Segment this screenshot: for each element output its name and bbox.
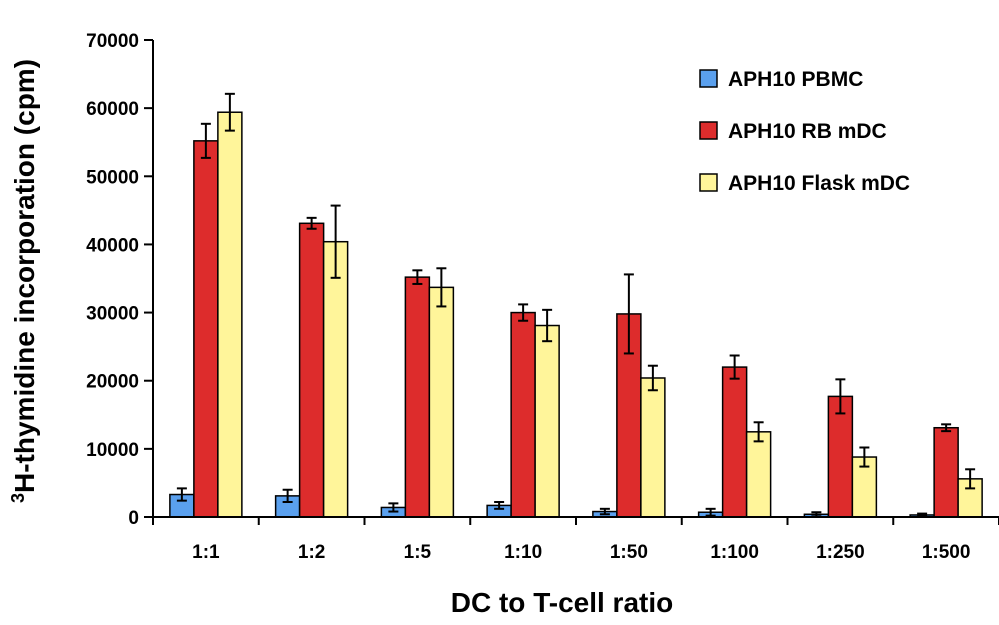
- bar: [534, 324, 560, 518]
- x-tick-label: 1:2: [298, 542, 325, 563]
- x-tick-label: 1:5: [404, 542, 432, 563]
- legend: APH10 PBMC APH10 RB mDC APH10 Flask mDC: [699, 68, 910, 195]
- y-axis-title-superscript: 3: [8, 493, 28, 503]
- bar: [721, 366, 748, 518]
- bar: [510, 311, 536, 518]
- bar: [322, 240, 349, 518]
- bar: [193, 140, 219, 518]
- x-axis-ticks: 1:1 1:2 1:5 1:10 1:50 1:100 1:250 1:500: [152, 517, 999, 563]
- legend-label: APH10 PBMC: [728, 68, 863, 91]
- x-tick-label: 1:100: [710, 542, 759, 563]
- y-tick-label: 70000: [86, 31, 139, 52]
- x-tick-label: 1:1: [192, 542, 220, 563]
- legend-label: APH10 RB mDC: [728, 120, 887, 143]
- legend-label: APH10 Flask mDC: [728, 172, 910, 195]
- x-tick-label: 1:500: [922, 542, 971, 563]
- y-axis-title: 3H-thymidine incorporation (cpm): [8, 59, 40, 503]
- y-tick-label: 40000: [86, 235, 139, 256]
- y-tick-label: 50000: [86, 167, 139, 188]
- y-axis-ticks: 0 10000 20000 30000 40000 50000 60000 70000: [86, 31, 153, 529]
- bar: [933, 426, 959, 518]
- y-tick-label: 20000: [86, 372, 139, 393]
- x-tick-label: 1:50: [610, 542, 648, 563]
- bar: [640, 377, 666, 518]
- x-axis-title: DC to T-cell ratio: [451, 587, 673, 618]
- y-tick-label: 60000: [86, 99, 139, 120]
- x-tick-label: 1:10: [504, 542, 542, 563]
- bar: [827, 395, 854, 518]
- legend-swatch: [699, 69, 718, 88]
- y-tick-label: 0: [128, 508, 139, 529]
- axes: [152, 40, 999, 518]
- y-axis-title-text: H-thymidine incorporation (cpm): [9, 59, 40, 493]
- legend-swatch: [699, 121, 718, 140]
- y-tick-label: 30000: [86, 304, 139, 325]
- chart-bars: [169, 111, 983, 518]
- error-bars: [176, 92, 976, 518]
- x-tick-label: 1:250: [816, 542, 865, 563]
- bar: [428, 286, 455, 518]
- bar: [298, 222, 325, 518]
- bar: [404, 276, 431, 518]
- legend-swatch: [699, 173, 718, 192]
- bar: [745, 431, 772, 518]
- bar: [217, 111, 243, 518]
- y-tick-label: 10000: [86, 440, 139, 461]
